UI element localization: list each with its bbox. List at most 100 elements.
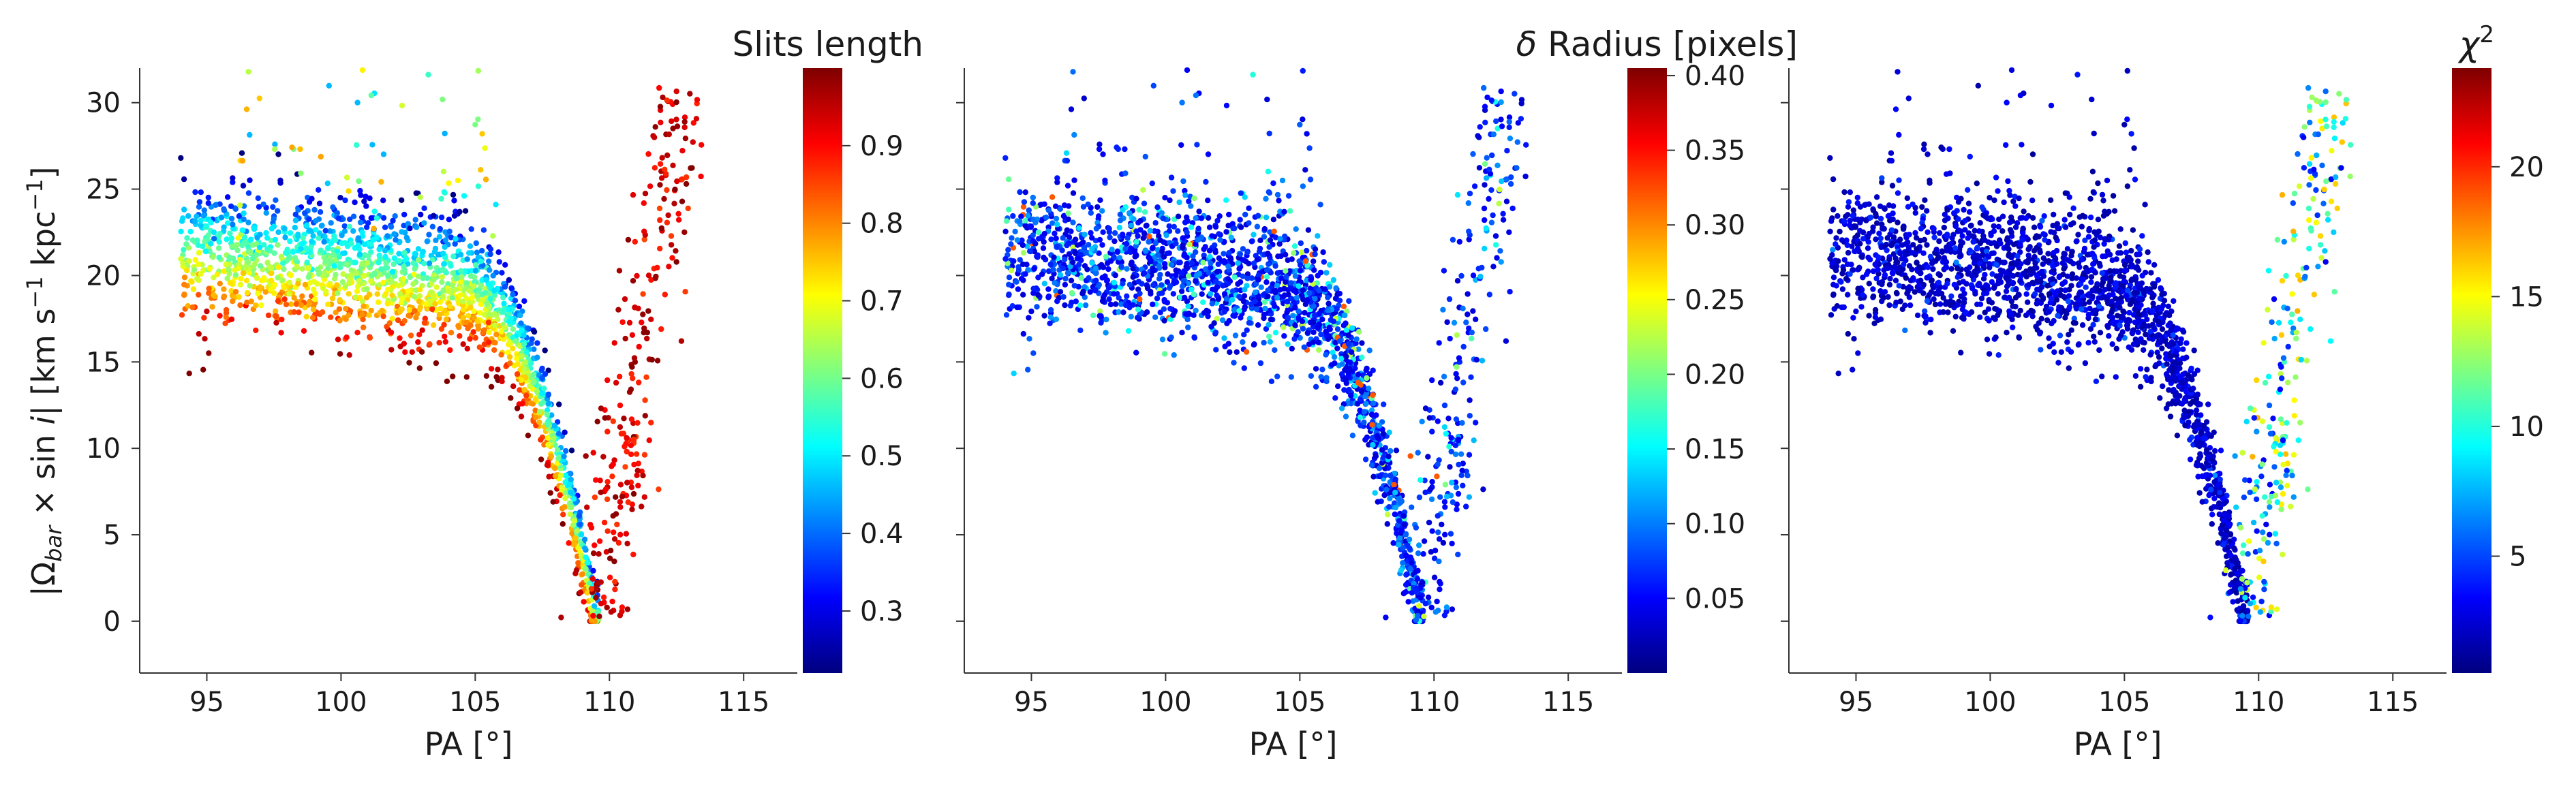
scatter-point (1835, 371, 1841, 377)
scatter-point (617, 531, 624, 537)
scatter-point (1025, 213, 1031, 219)
scatter-point (641, 200, 647, 206)
scatter-point (1310, 329, 1317, 335)
scatter-point (253, 327, 259, 334)
scatter-point (521, 332, 527, 339)
scatter-point (401, 317, 408, 324)
scatter-point (1180, 178, 1186, 185)
scatter-point (275, 229, 281, 235)
scatter-point (216, 254, 222, 261)
scatter-point (1415, 550, 1422, 557)
scatter-point (1927, 177, 1933, 183)
scatter-point (328, 314, 334, 320)
scatter-point (1333, 285, 1339, 292)
colorbar-tick-label: 0.8 (860, 208, 904, 240)
scatter-point (1409, 559, 1415, 566)
scatter-point (289, 144, 295, 151)
scatter-point (2187, 456, 2194, 463)
scatter-point (1137, 217, 1144, 224)
scatter-point (1370, 441, 1376, 448)
scatter-point (491, 311, 497, 317)
scatter-point (471, 283, 477, 290)
scatter-point (573, 567, 580, 574)
scatter-point (512, 338, 519, 344)
scatter-point (1334, 326, 1341, 332)
scatter-point (1325, 308, 1331, 314)
scatter-point (438, 305, 444, 312)
scatter-point (554, 447, 561, 453)
scatter-point (244, 299, 250, 306)
scatter-point (215, 245, 222, 251)
scatter-point (337, 195, 343, 201)
scatter-point (325, 265, 331, 272)
scatter-point (1035, 229, 1042, 236)
scatter-point (335, 337, 341, 343)
scatter-point (1012, 228, 1018, 235)
scatter-point (474, 249, 480, 255)
scatter-point (651, 134, 658, 140)
scatter-point (255, 195, 261, 202)
scatter-point (1921, 236, 1928, 243)
scatter-point (1018, 213, 1024, 219)
scatter-point (1081, 245, 1088, 251)
scatter-point (530, 401, 536, 407)
scatter-point (1076, 225, 1082, 231)
scatter-point (1459, 420, 1465, 426)
scatter-point (1893, 290, 1900, 296)
scatter-point (1306, 290, 1313, 296)
scatter-point (363, 203, 369, 209)
scatter-point (607, 548, 614, 554)
scatter-point (486, 329, 492, 335)
scatter-point (536, 409, 543, 415)
scatter-point (1194, 142, 1200, 148)
scatter-point (251, 262, 258, 268)
scatter-point (206, 266, 213, 272)
scatter-point (1476, 134, 1482, 140)
scatter-point (1075, 255, 1081, 261)
scatter-point (208, 219, 214, 225)
scatter-point (475, 183, 482, 189)
scatter-point (1276, 198, 1282, 204)
scatter-point (397, 335, 403, 341)
scatter-point (636, 343, 642, 350)
scatter-point (562, 495, 568, 501)
scatter-point (1071, 283, 1077, 289)
scatter-point (243, 264, 249, 270)
scatter-point (491, 339, 497, 345)
scatter-point (263, 230, 269, 236)
scatter-point (604, 428, 611, 435)
scatter-point (1134, 315, 1141, 321)
scatter-point (474, 318, 481, 324)
scatter-point (1188, 203, 1194, 209)
scatter-point (1062, 302, 1068, 309)
scatter-point (532, 407, 538, 413)
scatter-point (1506, 119, 1512, 125)
scatter-point (1479, 264, 1485, 271)
scatter-point (278, 330, 284, 336)
scatter-point (373, 215, 380, 221)
scatter-point (1077, 327, 1084, 334)
scatter-point (1277, 236, 1283, 242)
scatter-point (1297, 262, 1304, 268)
scatter-point (568, 448, 575, 454)
scatter-point (619, 319, 626, 326)
scatter-point (1437, 494, 1443, 500)
scatter-point (1373, 453, 1379, 459)
scatter-point (410, 281, 416, 287)
scatter-point (1185, 272, 1192, 279)
scatter-point (1343, 354, 1349, 360)
scatter-point (1242, 304, 1248, 310)
scatter-point (1961, 206, 1967, 213)
scatter-point (1120, 233, 1126, 239)
scatter-point (1131, 216, 1137, 222)
scatter-point (1231, 225, 1238, 232)
scatter-point (1265, 250, 1271, 257)
scatter-point (310, 307, 317, 313)
scatter-point (2218, 448, 2224, 454)
scatter-point (653, 273, 659, 280)
scatter-point (1323, 375, 1330, 381)
scatter-point (1261, 299, 1268, 305)
scatter-point (1346, 386, 1352, 393)
scatter-point (348, 267, 354, 273)
